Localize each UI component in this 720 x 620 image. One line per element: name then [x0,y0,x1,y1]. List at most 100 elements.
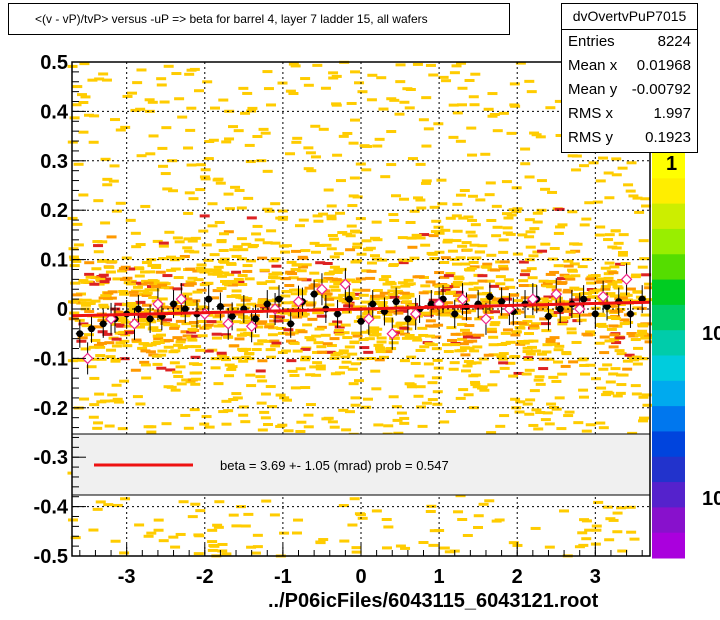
density-cell [596,322,607,326]
density-cell [252,545,263,549]
density-cell [318,538,329,542]
density-cell [638,419,649,423]
density-cell [571,168,582,172]
density-cell [465,230,476,234]
density-cell [522,346,533,350]
density-cell [443,274,454,278]
density-cell [328,322,339,326]
density-cell [591,528,602,532]
density-cell [463,282,474,286]
density-cell [100,157,111,161]
density-cell [69,311,80,315]
density-cell [184,191,195,195]
density-cell [73,162,84,166]
density-cell [128,290,139,294]
density-cell [253,325,264,329]
density-cell [265,348,276,352]
density-cell [371,387,382,391]
density-cell [498,287,509,291]
density-cell [568,360,579,364]
color-scale-segment [652,279,685,306]
density-cell [101,78,112,82]
density-cell [569,286,580,290]
density-cell [84,333,95,337]
density-cell [177,115,188,119]
density-cell [418,291,429,295]
density-cell [486,253,497,257]
stats-value: 8224 [657,33,691,50]
density-cell [270,257,281,261]
density-cell [94,392,105,396]
density-cell [218,410,229,414]
density-cell [399,326,410,330]
density-cell [254,304,265,308]
density-cell [146,430,157,434]
density-cell [394,112,405,116]
density-cell [487,383,498,387]
density-cell [173,276,184,280]
density-cell [89,114,100,118]
density-cell [484,193,495,197]
density-cell [406,236,417,240]
density-cell [315,364,326,368]
density-cell [625,287,636,291]
density-cell [553,360,564,364]
density-cell [213,382,224,386]
density-cell [405,321,416,325]
density-cell [236,206,247,210]
density-cell [318,127,329,131]
density-cell [151,354,162,358]
density-cell [318,212,329,216]
density-cell [511,209,522,213]
density-cell [148,295,159,299]
density-cell [419,311,430,315]
density-cell [508,374,519,378]
density-cell [560,364,571,368]
density-cell [427,343,438,347]
density-cell [186,330,197,334]
profile-point [310,290,318,298]
density-cell [163,64,174,68]
density-cell [602,505,613,509]
density-cell [168,535,179,539]
density-cell [135,325,146,329]
density-cell [604,196,615,200]
density-cell [545,340,556,344]
density-cell [290,268,301,272]
density-cell [499,366,510,370]
density-cell [320,86,331,90]
density-cell [328,76,339,80]
density-cell [595,313,606,317]
density-cell [554,344,565,348]
density-cell [596,386,607,390]
profile-point [76,330,84,338]
density-cell [463,393,474,397]
density-cell [164,230,175,234]
density-cell [377,258,388,262]
density-cell [498,315,509,319]
profile-point [252,315,260,323]
density-cell [81,303,92,307]
color-scale-segment [652,304,685,331]
density-cell [605,380,616,384]
density-cell [532,211,543,215]
profile-point [205,295,213,303]
density-cell [547,312,558,316]
density-cell [187,327,198,331]
density-cell [94,282,105,286]
density-cell [227,283,238,287]
density-cell [201,243,212,247]
density-cell [195,307,206,311]
density-cell [186,282,197,286]
density-cell [331,103,342,107]
density-cell [387,289,398,293]
density-cell [68,300,79,304]
density-cell [106,348,117,352]
density-cell [131,281,142,285]
density-cell [586,288,597,292]
density-cell [339,539,350,543]
density-cell [263,339,274,343]
density-cell [407,157,418,161]
density-cell [254,238,265,242]
density-cell [506,213,517,217]
